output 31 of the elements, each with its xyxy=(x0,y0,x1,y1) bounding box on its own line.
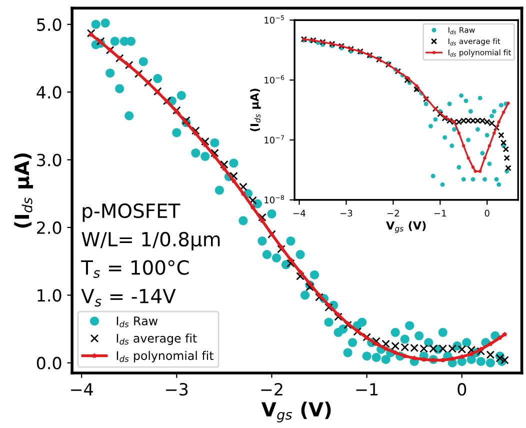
x-tick-label: −3 xyxy=(166,383,188,396)
y-tick-label: 3.0 xyxy=(37,154,62,166)
annotation: W/L= 1/0.8μm xyxy=(82,232,220,250)
legend-label: I$_{ds}$ average fit xyxy=(116,334,197,345)
x-tick-label: −4 xyxy=(71,383,93,396)
x-axis-title: V$_{gs}$ (V) xyxy=(386,221,426,233)
y-axis-title: (I$_{ds}$ μA) xyxy=(250,88,261,132)
y-axis-title: (I$_{ds}$ μA) xyxy=(14,153,34,228)
x-tick-label: −3 xyxy=(340,210,352,217)
x-tick-label: −4 xyxy=(294,210,306,216)
x-axis-title: V$_{gs}$ (V) xyxy=(261,402,331,422)
x-tick-label: 0 xyxy=(458,383,466,396)
x-tick-label: −1 xyxy=(434,210,446,216)
y-tick-label: 0.0 xyxy=(36,356,62,370)
y-tick-label: 10$^{−5}$ xyxy=(264,15,284,24)
x-tick-label: −2 xyxy=(387,210,399,216)
annotation: p-MOSFET xyxy=(82,203,180,222)
y-tick-label: 4.0 xyxy=(36,86,62,99)
y-tick-label: 10$^{−6}$ xyxy=(264,75,284,84)
y-tick-label: 10$^{−8}$ xyxy=(264,195,284,204)
y-tick-label: 10$^{−7}$ xyxy=(264,135,284,144)
y-tick-label: 5.0 xyxy=(37,18,62,31)
legend-label: I$_{ds}$ Raw xyxy=(116,316,158,328)
x-tick-label: −1 xyxy=(356,383,378,396)
x-tick-label: −2 xyxy=(261,383,282,396)
annotation: V$_{s}$ = -14V xyxy=(81,289,176,307)
x-tick-label: 0 xyxy=(484,210,490,217)
annotation: T$_{s}$ = 100°C xyxy=(81,260,189,278)
y-tick-label: 1.0 xyxy=(38,289,62,302)
y-tick-label: 2.0 xyxy=(37,221,62,234)
legend-label: I$_{ds}$ polynomial fit xyxy=(116,350,214,362)
